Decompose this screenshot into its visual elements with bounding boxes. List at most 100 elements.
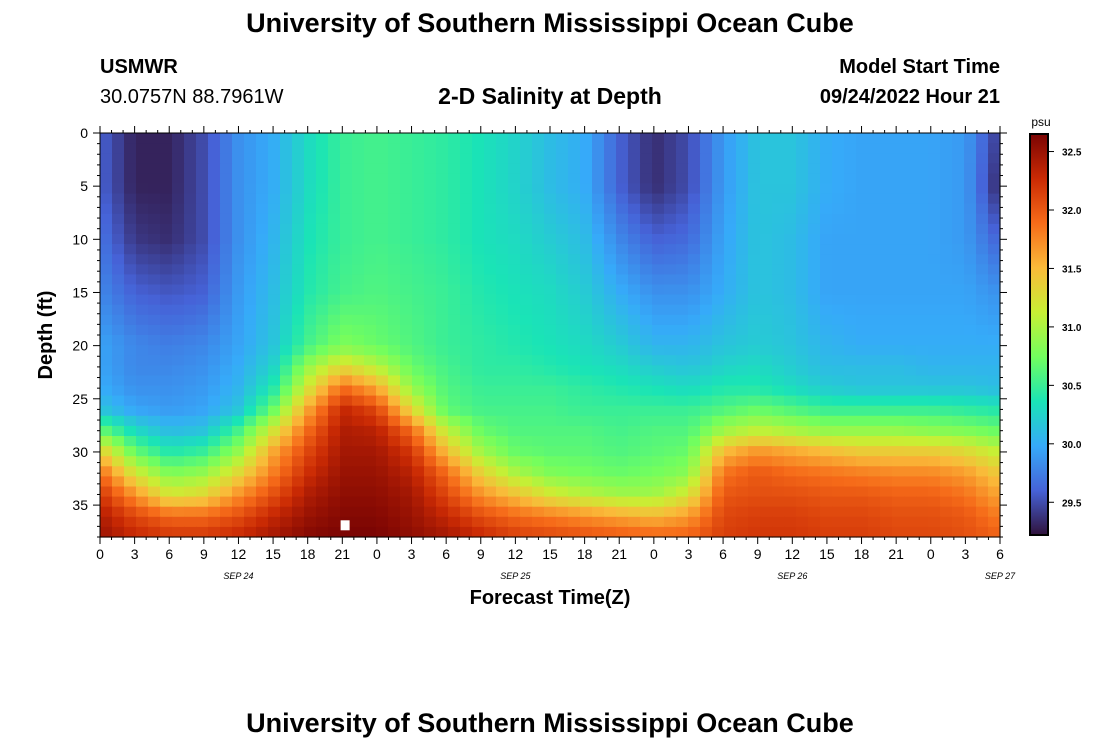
heatmap-cell xyxy=(712,264,725,275)
heatmap-cell xyxy=(616,415,629,427)
heatmap-cell xyxy=(244,223,257,235)
heatmap-cell xyxy=(364,294,377,306)
heatmap-cell xyxy=(328,466,341,477)
heatmap-cell xyxy=(652,234,665,245)
heatmap-cell xyxy=(616,153,629,164)
heatmap-cell xyxy=(772,314,785,326)
heatmap-cell xyxy=(748,143,761,154)
heatmap-cell xyxy=(736,395,749,407)
heatmap-cell xyxy=(472,506,485,518)
heatmap-cell xyxy=(268,264,281,275)
heatmap-cell xyxy=(448,284,461,296)
heatmap-cell xyxy=(952,183,965,195)
heatmap-cell xyxy=(448,304,461,316)
y-axis-label: Depth (ft) xyxy=(35,291,57,380)
heatmap-cell xyxy=(232,294,245,306)
heatmap-cell xyxy=(304,304,317,316)
heatmap-cell xyxy=(316,345,329,356)
heatmap-cell xyxy=(256,304,269,316)
heatmap-cell xyxy=(748,446,761,457)
station-coordinates: 30.0757N 88.7961W xyxy=(100,86,284,108)
heatmap-cell xyxy=(304,294,317,306)
heatmap-cell xyxy=(268,395,281,407)
heatmap-cell xyxy=(244,153,257,164)
heatmap-cell xyxy=(124,173,137,185)
x-axis: 0 3 6 9 12 15 18 21 0 3 6 9 12 15 18 21 0 3 6 9 12 15 18 21 0 3 6 xyxy=(96,126,1004,562)
heatmap-cell xyxy=(448,223,461,235)
heatmap-cell xyxy=(856,335,869,346)
heatmap-cell xyxy=(340,375,353,387)
heatmap-cell xyxy=(652,506,665,518)
heatmap-cell xyxy=(484,143,497,154)
heatmap-cell xyxy=(736,486,749,498)
heatmap-cell xyxy=(952,506,965,518)
heatmap-cell xyxy=(112,163,125,174)
heatmap-cell xyxy=(196,254,209,265)
heatmap-cell xyxy=(832,436,845,447)
heatmap-cell xyxy=(808,526,821,538)
heatmap-cell xyxy=(916,274,929,286)
heatmap-cell xyxy=(580,365,593,376)
heatmap-cell xyxy=(592,395,605,407)
heatmap-cell xyxy=(196,476,209,488)
heatmap-cell xyxy=(628,446,641,457)
heatmap-cell xyxy=(484,466,497,477)
heatmap-cell xyxy=(664,234,677,245)
heatmap-cell xyxy=(220,203,233,215)
heatmap-cell xyxy=(916,163,929,174)
heatmap-cell xyxy=(712,213,725,225)
heatmap-cell xyxy=(160,526,173,538)
heatmap-cell xyxy=(868,234,881,245)
heatmap-cell xyxy=(316,324,329,336)
heatmap-cell xyxy=(820,193,833,205)
heatmap-cell xyxy=(352,526,365,538)
heatmap-cell xyxy=(904,223,917,235)
heatmap-cell xyxy=(928,526,941,538)
heatmap-cell xyxy=(772,153,785,164)
heatmap-cell xyxy=(412,324,425,336)
heatmap-cell xyxy=(520,294,533,306)
heatmap-cell xyxy=(892,425,905,437)
heatmap-cell xyxy=(604,436,617,447)
heatmap-cell xyxy=(136,163,149,174)
heatmap-cell xyxy=(196,173,209,185)
heatmap-cell xyxy=(712,223,725,235)
heatmap-cell xyxy=(148,284,161,296)
heatmap-cell xyxy=(736,355,749,366)
heatmap-cell xyxy=(916,173,929,185)
heatmap-cell xyxy=(496,516,509,528)
heatmap-cell xyxy=(352,486,365,498)
heatmap-cell xyxy=(676,314,689,326)
heatmap-cell xyxy=(892,395,905,407)
heatmap-cell xyxy=(640,466,653,477)
heatmap-cell xyxy=(148,516,161,528)
heatmap-cell xyxy=(280,496,293,508)
heatmap-cell xyxy=(652,415,665,427)
heatmap-cell xyxy=(472,324,485,336)
heatmap-cell xyxy=(328,486,341,498)
heatmap-cell xyxy=(676,203,689,215)
heatmap-cell xyxy=(196,526,209,538)
heatmap-cell xyxy=(748,456,761,467)
heatmap-cell xyxy=(688,143,701,154)
heatmap-cell xyxy=(412,385,425,397)
heatmap-cell xyxy=(388,133,401,144)
heatmap-cell xyxy=(568,304,581,316)
heatmap-cell xyxy=(220,345,233,356)
heatmap-cell xyxy=(724,284,737,296)
heatmap-cell xyxy=(184,385,197,397)
heatmap-cell xyxy=(316,274,329,286)
heatmap-cell xyxy=(832,143,845,154)
heatmap-cell xyxy=(316,213,329,225)
heatmap-cell xyxy=(760,314,773,326)
heatmap-cell xyxy=(172,436,185,447)
heatmap-cell xyxy=(952,304,965,316)
heatmap-cell xyxy=(904,264,917,275)
heatmap-cell xyxy=(616,244,629,255)
heatmap-cell xyxy=(400,254,413,265)
heatmap-cell xyxy=(352,223,365,235)
heatmap-cell xyxy=(964,153,977,164)
heatmap-cell xyxy=(784,254,797,265)
heatmap-cell xyxy=(280,365,293,376)
heatmap-cell xyxy=(592,365,605,376)
